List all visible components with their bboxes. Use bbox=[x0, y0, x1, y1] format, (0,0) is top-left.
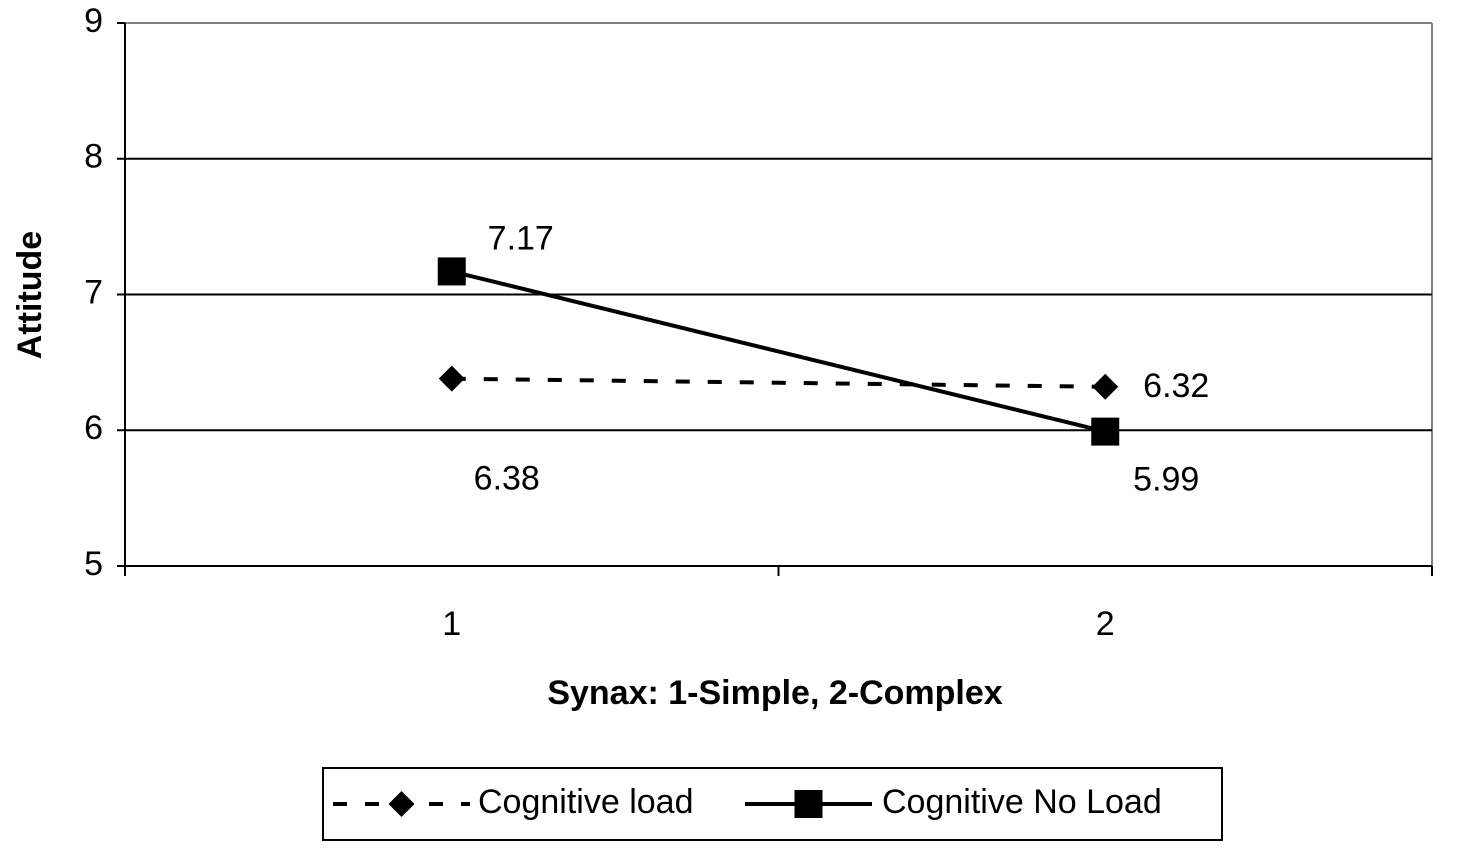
data-point bbox=[438, 365, 465, 392]
y-axis-title: Attitude bbox=[11, 231, 49, 359]
legend-marker bbox=[388, 791, 415, 817]
legend-label: Cognitive No Load bbox=[882, 783, 1162, 821]
x-tick-label: 2 bbox=[1096, 605, 1115, 643]
data-label: 5.99 bbox=[1133, 461, 1199, 499]
legend-label: Cognitive load bbox=[478, 783, 693, 821]
data-point bbox=[1091, 417, 1120, 446]
x-axis-title: Synax: 1-Simple, 2-Complex bbox=[547, 674, 1002, 712]
data-label: 6.38 bbox=[474, 460, 540, 498]
y-tick-label: 8 bbox=[84, 138, 103, 176]
series-line bbox=[451, 269, 1106, 434]
legend-marker bbox=[794, 790, 823, 818]
legend-box bbox=[322, 767, 1223, 841]
data-point bbox=[437, 257, 466, 286]
data-label: 6.32 bbox=[1143, 367, 1209, 405]
data-label: 7.17 bbox=[488, 219, 554, 257]
x-tick-label: 1 bbox=[442, 605, 461, 643]
y-tick-label: 9 bbox=[84, 2, 103, 40]
y-tick-label: 5 bbox=[84, 545, 103, 583]
series-line bbox=[451, 376, 1106, 389]
data-point bbox=[1092, 373, 1119, 400]
y-tick-label: 6 bbox=[84, 409, 103, 447]
y-tick-label: 7 bbox=[84, 273, 103, 311]
